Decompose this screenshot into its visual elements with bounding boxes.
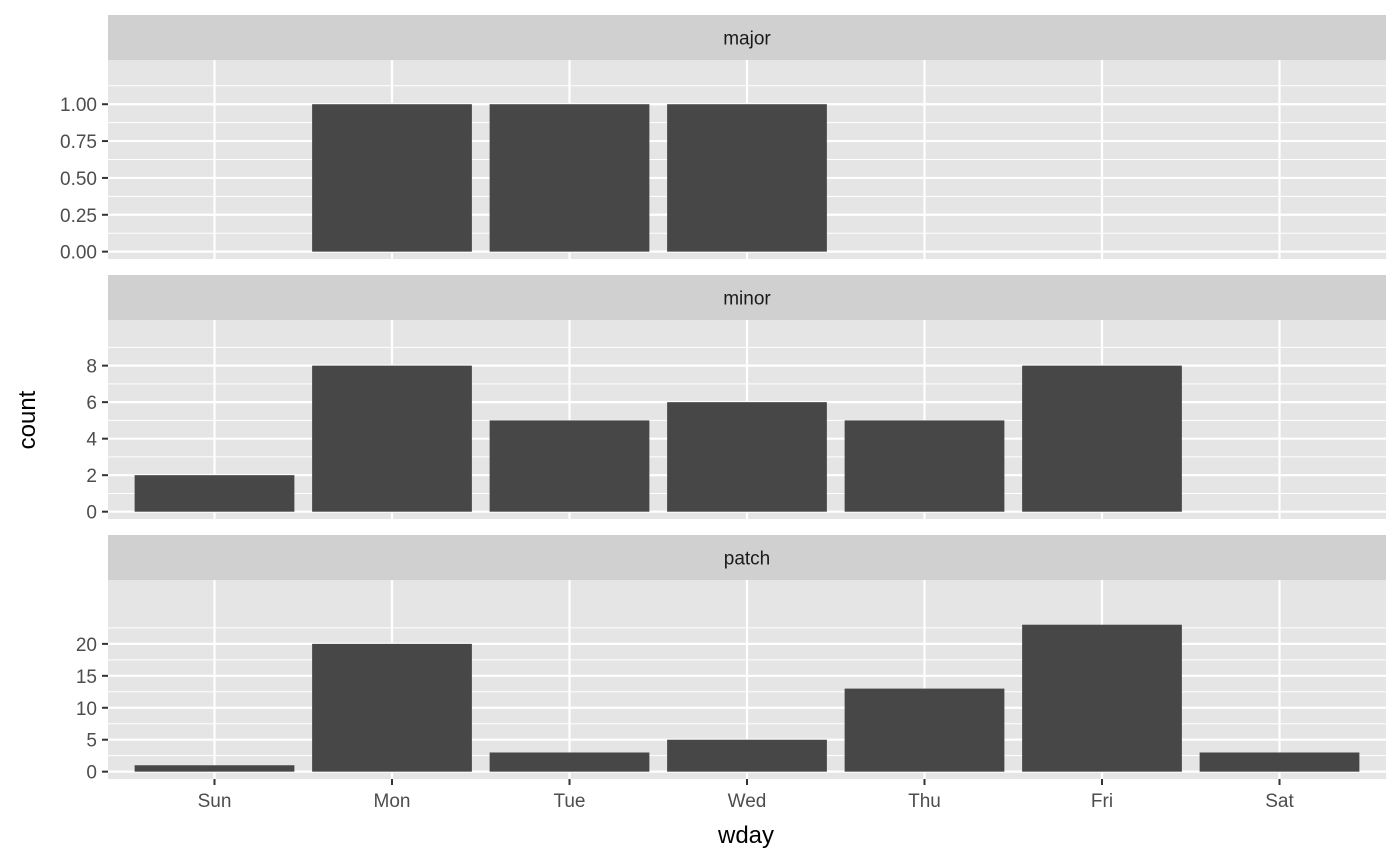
bar-major-mon [312,104,472,252]
facet-panels: major 0.00 0.25 0.50 0.75 1.00 minor 0 2 4 6 8 patch… [60,15,1386,784]
facet-minor: minor 0 2 4 6 8 [86,275,1386,524]
y-tick-label: 8 [86,357,97,378]
y-tick-label: 0.75 [60,132,97,153]
y-tick-label: 1.00 [60,95,97,116]
facet-strip [108,275,1386,320]
facet-strip [108,535,1386,580]
facet-strip-label: patch [724,549,770,570]
x-axis-title: wday [717,822,774,849]
y-tick-label: 0.00 [60,243,97,264]
x-tick-label-sat: Sat [1265,791,1294,812]
bar-major-wed [667,104,827,252]
x-tick-label-tue: Tue [553,791,585,812]
y-tick-label: 15 [76,667,97,688]
facet-major: major 0.00 0.25 0.50 0.75 1.00 [60,15,1386,264]
y-axis-title: count [14,390,41,449]
y-tick-label: 0.25 [60,206,97,227]
bar-patch-tue [489,752,650,772]
y-tick-label: 0 [86,503,97,524]
y-tick-label: 0.50 [60,169,97,190]
bar-patch-wed [667,739,827,772]
bar-patch-sun [134,765,295,772]
x-tick-label-mon: Mon [374,791,411,812]
facet-strip [108,15,1386,60]
bar-patch-thu [844,688,1005,772]
x-axis: Sun Mon Tue Wed Thu Fri Sat [198,779,1294,812]
facet-strip-label: minor [723,289,771,310]
bar-minor-tue [489,420,650,512]
facet-strip-label: major [723,29,771,50]
bar-minor-sun [134,475,295,512]
bar-minor-mon [312,365,472,512]
bar-patch-fri [1022,624,1182,772]
x-tick-label-wed: Wed [728,791,767,812]
bar-minor-wed [667,402,827,512]
y-tick-label: 2 [86,466,97,487]
facet-patch: patch 0 5 10 15 20 [76,535,1386,784]
bar-patch-sat [1199,752,1360,772]
x-tick-label-fri: Fri [1091,791,1113,812]
y-tick-label: 4 [86,430,97,451]
bar-minor-fri [1022,365,1182,512]
y-tick-label: 0 [86,763,97,784]
bar-minor-thu [844,420,1005,512]
bar-patch-mon [312,643,472,772]
y-tick-label: 10 [76,699,97,720]
y-tick-label: 20 [76,635,97,656]
x-tick-label-sun: Sun [198,791,232,812]
x-tick-label-thu: Thu [908,791,941,812]
y-tick-label: 5 [86,731,97,752]
bar-major-tue [489,104,650,252]
y-tick-label: 6 [86,393,97,414]
